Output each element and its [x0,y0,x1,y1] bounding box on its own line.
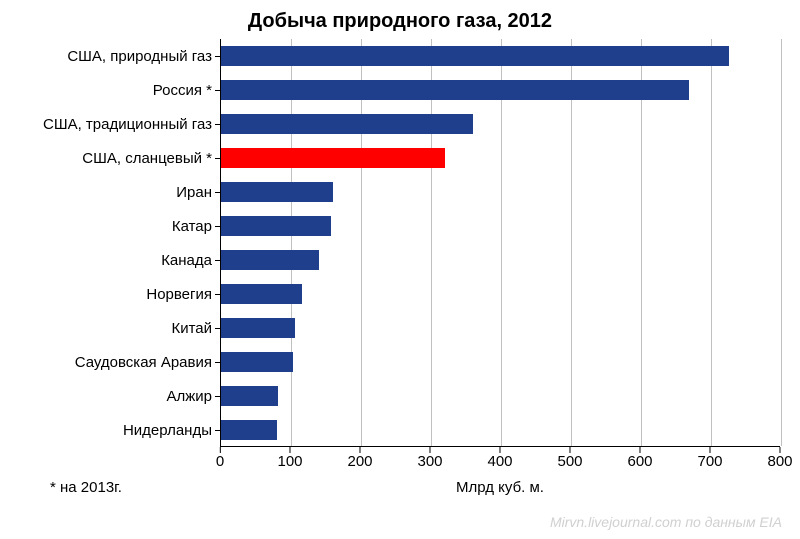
bar [221,80,689,100]
gridline [711,39,712,446]
gridline [501,39,502,446]
chart-area: США, природный газ Россия * США, традицион… [20,39,780,496]
source-attribution: Mirvn.livejournal.com по данным EIA [550,514,782,530]
x-tick: 600 [627,447,652,471]
bar [221,250,319,270]
bar [221,182,333,202]
x-tick: 700 [697,447,722,471]
bar [221,46,729,66]
category-label: Иран [176,184,220,201]
footnote: * на 2013г. [20,479,220,496]
gridline [571,39,572,446]
x-tick-label: 600 [627,453,652,470]
bar [221,318,295,338]
x-tick: 400 [487,447,512,471]
category-label: Россия * [153,82,220,99]
x-tick-label: 400 [487,453,512,470]
x-tick-label: 100 [277,453,302,470]
category-label: США, сланцевый * [82,150,220,167]
category-label: США, традиционный газ [43,116,220,133]
bar [221,148,445,168]
gridline [641,39,642,446]
bar [221,284,302,304]
category-label: Катар [172,218,220,235]
category-label: Китай [171,320,220,337]
bar [221,420,277,440]
x-tick-label: 300 [417,453,442,470]
bar [221,114,473,134]
x-tick-label: 0 [216,453,224,470]
x-tick: 800 [767,447,792,471]
bar [221,352,293,372]
category-label: США, природный газ [67,48,220,65]
chart-title: Добыча природного газа, 2012 [0,0,800,39]
x-tick-label: 500 [557,453,582,470]
x-tick-label: 800 [767,453,792,470]
x-tick: 500 [557,447,582,471]
gridline [781,39,782,446]
plot-area [220,39,780,447]
x-axis-label: Млрд куб. м. [220,479,780,496]
gridline [361,39,362,446]
category-label: Саудовская Аравия [75,354,220,371]
x-tick: 300 [417,447,442,471]
x-tick: 100 [277,447,302,471]
x-tick-label: 200 [347,453,372,470]
category-label: Канада [161,252,220,269]
category-label: Нидерланды [123,422,220,439]
x-tick-label: 700 [697,453,722,470]
x-axis: 0100200300400500600700800 [220,447,780,475]
gridline [431,39,432,446]
bar [221,216,331,236]
x-tick: 200 [347,447,372,471]
category-label: Алжир [166,388,220,405]
category-label: Норвегия [146,286,220,303]
bar [221,386,278,406]
x-tick: 0 [216,447,224,471]
gridline [291,39,292,446]
